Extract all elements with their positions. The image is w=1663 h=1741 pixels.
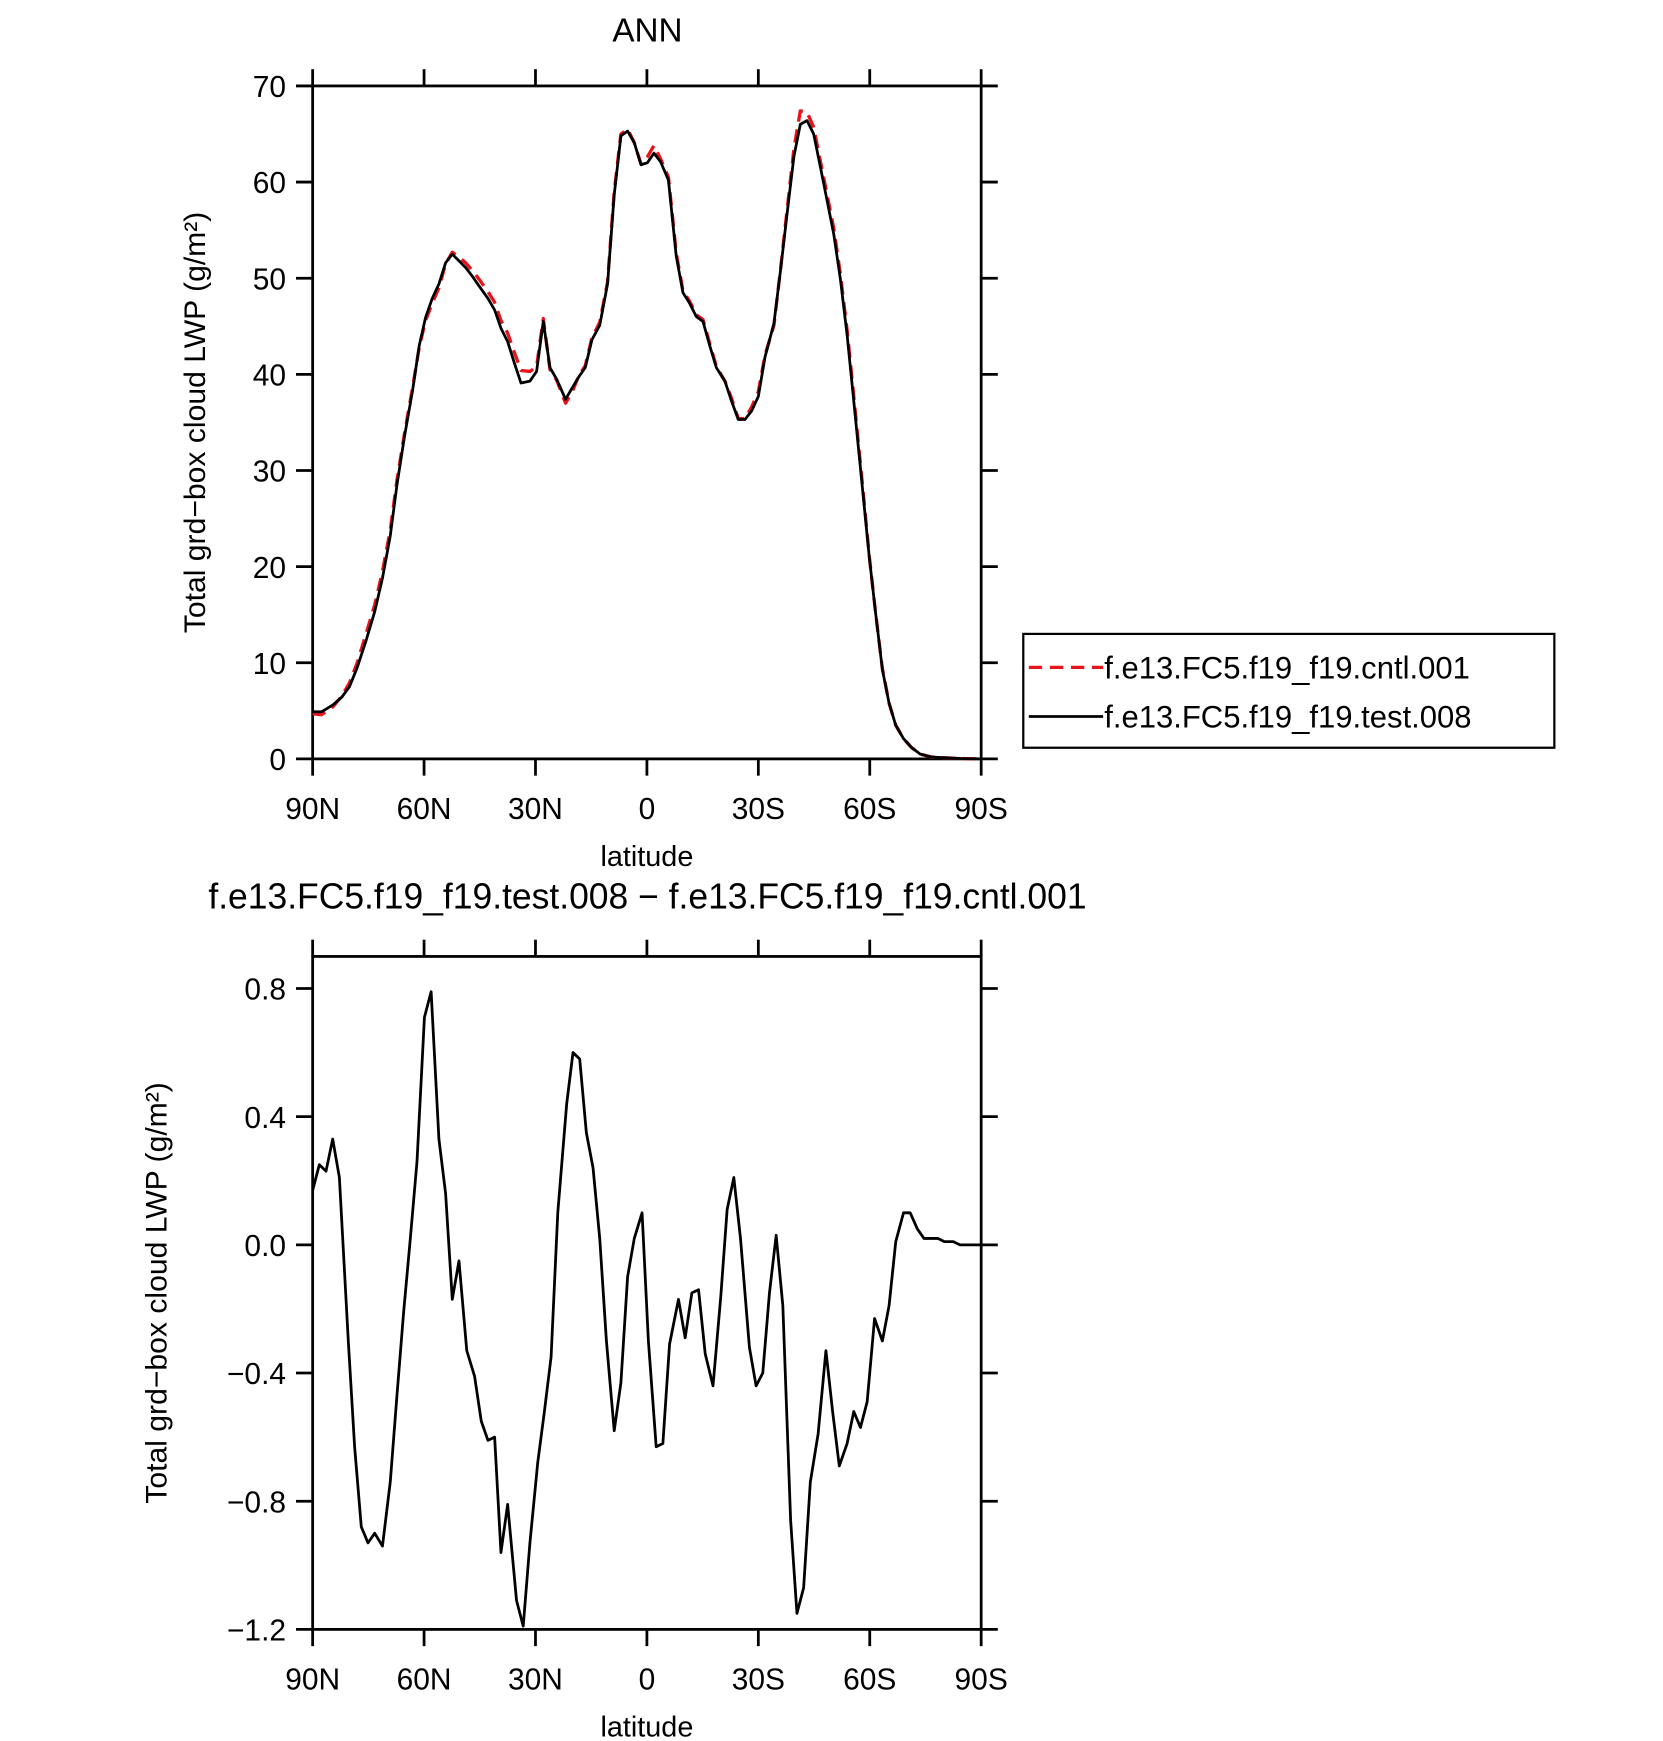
y-tick-label: 50	[253, 263, 286, 296]
y-tick-label: 10	[253, 648, 286, 681]
legend-label: f.e13.FC5.f19_f19.cntl.001	[1104, 650, 1470, 685]
data-line	[312, 119, 982, 761]
x-axis-label: latitude	[600, 1711, 693, 1741]
x-tick-label: 60S	[843, 1664, 896, 1697]
x-tick-label: 0	[639, 1664, 656, 1697]
y-tick-label: 0.4	[244, 1102, 286, 1135]
y-tick-label: 0.0	[244, 1230, 286, 1263]
x-tick-label: 90N	[285, 793, 340, 826]
x-tick-label: 90S	[955, 1664, 1008, 1697]
x-axis-label: latitude	[600, 841, 693, 873]
chart-title: f.e13.FC5.f19_f19.test.008 − f.e13.FC5.f…	[208, 876, 1086, 916]
y-tick-label: 40	[253, 359, 286, 392]
x-tick-label: 60S	[843, 793, 896, 826]
y-tick-label: 0.8	[244, 974, 286, 1007]
x-tick-label: 30S	[732, 1664, 785, 1697]
y-tick-label: −1.2	[227, 1614, 286, 1647]
x-tick-label: 30N	[508, 793, 563, 826]
legend-box	[1022, 632, 1556, 749]
y-tick-label: 70	[253, 71, 286, 104]
y-tick-label: 20	[253, 552, 286, 585]
y-tick-label: 60	[253, 167, 286, 200]
x-tick-label: 0	[639, 793, 656, 826]
data-line	[311, 990, 982, 1628]
y-tick-label: 0	[269, 744, 286, 777]
legend-label: f.e13.FC5.f19_f19.test.008	[1104, 700, 1471, 735]
y-tick-label: 30	[253, 456, 286, 489]
x-tick-label: 60N	[397, 1664, 452, 1697]
chart-title: ANN	[612, 12, 682, 49]
x-tick-label: 90S	[955, 793, 1008, 826]
x-tick-label: 60N	[397, 793, 452, 826]
y-axis-label: Total grd−box cloud LWP (g/m²)	[179, 212, 212, 634]
x-tick-label: 30N	[508, 1664, 563, 1697]
x-tick-label: 30S	[732, 793, 785, 826]
y-axis-label: Total grd−box cloud LWP (g/m²)	[140, 1082, 173, 1504]
x-tick-label: 90N	[285, 1664, 340, 1697]
y-tick-label: −0.4	[227, 1358, 286, 1391]
y-tick-label: −0.8	[227, 1486, 286, 1519]
